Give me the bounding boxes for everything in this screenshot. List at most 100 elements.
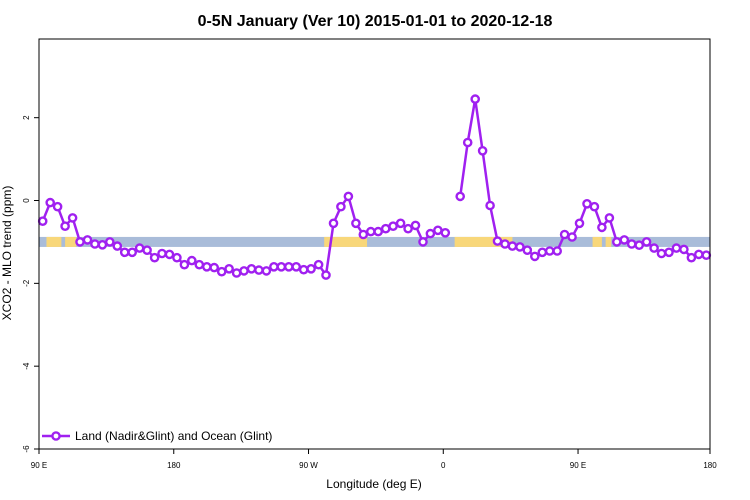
data-point bbox=[142, 245, 152, 255]
data-point bbox=[37, 216, 48, 226]
series-layer bbox=[37, 94, 712, 280]
data-point bbox=[612, 237, 622, 247]
legend-label: Land (Nadir&Glint) and Ocean (Glint) bbox=[75, 429, 272, 443]
data-point bbox=[522, 245, 533, 255]
plot-frame bbox=[38, 38, 711, 450]
data-point bbox=[634, 240, 645, 250]
data-point bbox=[82, 235, 93, 245]
data-point bbox=[276, 261, 287, 272]
data-point bbox=[507, 241, 518, 251]
x-tick-label: 90 W bbox=[299, 461, 318, 470]
data-point bbox=[239, 266, 249, 276]
data-point bbox=[291, 261, 302, 272]
band-land-5 bbox=[605, 236, 612, 247]
data-point bbox=[500, 239, 510, 249]
data-point bbox=[537, 247, 548, 258]
data-point bbox=[470, 94, 481, 104]
band-ocean bbox=[39, 236, 710, 247]
data-point bbox=[254, 265, 264, 275]
data-point bbox=[343, 191, 354, 202]
data-point bbox=[395, 218, 406, 229]
data-point bbox=[105, 237, 115, 247]
band-land-4 bbox=[592, 236, 602, 247]
data-point bbox=[209, 262, 219, 273]
data-point bbox=[530, 251, 540, 262]
y-axis-label: XCO2 - MLO trend (ppm) bbox=[0, 186, 14, 321]
data-point bbox=[589, 201, 600, 212]
data-point bbox=[582, 198, 592, 209]
data-point bbox=[164, 249, 175, 260]
data-point bbox=[321, 270, 331, 280]
data-point bbox=[246, 263, 257, 274]
data-point bbox=[172, 252, 182, 263]
data-point bbox=[380, 223, 391, 234]
data-point bbox=[52, 201, 63, 212]
y-tick-label: -6 bbox=[22, 445, 31, 453]
data-point bbox=[194, 259, 205, 270]
data-point bbox=[186, 255, 197, 266]
x-tick-label: 180 bbox=[167, 461, 181, 470]
data-point bbox=[112, 241, 123, 251]
chart-title: 0-5N January (Ver 10) 2015-01-01 to 2020… bbox=[198, 13, 553, 30]
data-point bbox=[440, 227, 451, 238]
data-point bbox=[224, 263, 234, 274]
data-point bbox=[679, 244, 689, 255]
data-point bbox=[216, 266, 227, 277]
x-tick-label: 90 E bbox=[570, 461, 586, 470]
data-point bbox=[358, 229, 369, 240]
data-point bbox=[179, 259, 190, 270]
data-point bbox=[328, 218, 339, 229]
data-point bbox=[351, 218, 361, 229]
y-tick-label: 0 bbox=[22, 198, 31, 203]
data-point bbox=[388, 221, 398, 231]
legend: Land (Nadir&Glint) and Ocean (Glint) bbox=[42, 429, 272, 443]
data-point bbox=[313, 259, 324, 270]
data-point bbox=[45, 197, 56, 208]
data-point bbox=[656, 248, 667, 259]
data-point bbox=[97, 239, 108, 250]
data-point bbox=[455, 191, 466, 202]
data-point bbox=[641, 237, 652, 247]
x-tick-label: 90 E bbox=[31, 461, 47, 470]
y-tick-label: -4 bbox=[22, 362, 31, 370]
x-axis: 90 E 180 90 W 0 90 E 180 bbox=[31, 449, 717, 470]
data-point bbox=[127, 247, 137, 258]
data-point bbox=[306, 263, 316, 274]
data-point bbox=[410, 220, 421, 231]
y-axis: -6 -4 -2 0 2 bbox=[22, 115, 39, 453]
data-point bbox=[373, 226, 384, 237]
data-point bbox=[492, 236, 503, 246]
data-point bbox=[433, 225, 443, 236]
data-point bbox=[425, 228, 436, 239]
data-point bbox=[559, 229, 570, 240]
data-point bbox=[619, 235, 630, 245]
data-point bbox=[649, 243, 659, 253]
data-point bbox=[664, 247, 674, 258]
data-point bbox=[60, 221, 70, 231]
series-line-0-0 bbox=[41, 195, 446, 277]
x-tick-label: 180 bbox=[703, 461, 717, 470]
data-point bbox=[134, 243, 145, 253]
data-point bbox=[67, 213, 78, 223]
bias-band bbox=[39, 236, 710, 247]
data-point bbox=[231, 268, 242, 278]
data-point bbox=[544, 246, 555, 256]
data-point bbox=[694, 249, 704, 260]
data-point bbox=[462, 137, 473, 148]
data-point bbox=[403, 223, 413, 234]
data-point bbox=[686, 252, 697, 263]
data-point bbox=[201, 261, 212, 272]
data-point bbox=[597, 222, 607, 233]
data-point bbox=[365, 226, 376, 237]
data-point bbox=[298, 264, 309, 275]
x-tick-label: 0 bbox=[441, 461, 446, 470]
data-point bbox=[149, 252, 160, 263]
data-point bbox=[336, 201, 346, 212]
data-point bbox=[671, 243, 682, 253]
data-point bbox=[701, 250, 712, 260]
y-tick-label: -2 bbox=[22, 279, 31, 287]
data-point bbox=[485, 200, 495, 211]
data-point bbox=[552, 246, 563, 256]
data-point bbox=[261, 266, 272, 276]
